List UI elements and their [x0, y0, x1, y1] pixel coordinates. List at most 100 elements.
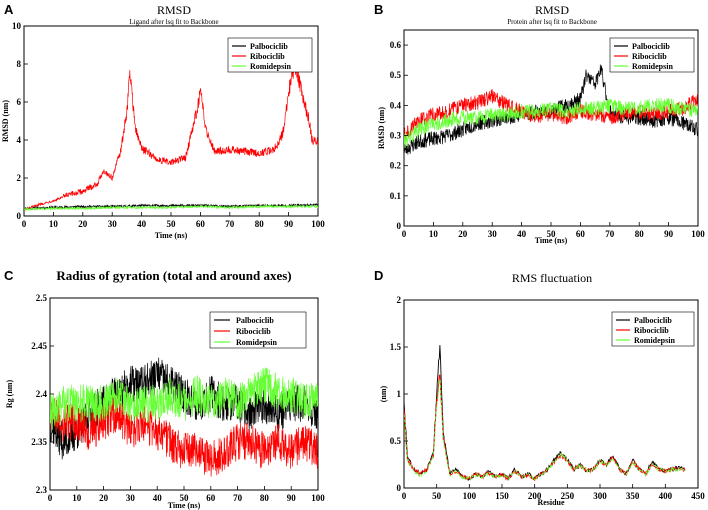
y-tick-label: 0.6 — [390, 40, 402, 50]
y-tick-label: 0 — [17, 211, 22, 221]
x-tick-label: 50 — [547, 229, 557, 239]
x-tick-label: 200 — [528, 491, 542, 501]
panel-a-subtitle: Ligand after lsq fit to Backbone — [129, 18, 218, 26]
series-line-romidepsin — [24, 204, 318, 212]
panel-d-ticks: 0 50 100 150 200 250 300 350 400 450 0 0.5 1 1.5 2 — [390, 295, 706, 501]
y-tick-label: 2.45 — [31, 341, 47, 351]
y-tick-label: 0.5 — [390, 70, 402, 80]
x-tick-label: 0 — [402, 491, 407, 501]
x-tick-label: 90 — [287, 493, 297, 503]
x-tick-label: 10 — [49, 219, 59, 229]
panel-c-plot-area — [50, 357, 318, 477]
x-tick-label: 80 — [635, 229, 645, 239]
x-tick-label: 60 — [206, 493, 216, 503]
y-tick-label: 10 — [12, 21, 22, 31]
x-tick-label: 40 — [517, 229, 527, 239]
x-tick-label: 250 — [561, 491, 575, 501]
x-tick-label: 450 — [691, 491, 705, 501]
y-tick-label: 0.1 — [390, 191, 402, 201]
x-tick-label: 90 — [664, 229, 674, 239]
x-tick-label: 70 — [225, 219, 235, 229]
x-tick-label: 90 — [284, 219, 294, 229]
series-line-romidepsin — [404, 98, 698, 148]
y-tick-label: 1.5 — [390, 342, 402, 352]
x-tick-label: 40 — [153, 493, 163, 503]
panel-b-subtitle: Protein after lsq fit to Backbone — [507, 18, 597, 26]
series-line-romidepsin — [50, 367, 318, 430]
legend-label-romidepsin: Romidepsin — [236, 338, 277, 347]
series-line-ribociclib — [50, 395, 318, 477]
x-tick-label: 100 — [311, 493, 325, 503]
x-tick-label: 100 — [311, 219, 325, 229]
x-tick-label: 60 — [576, 229, 586, 239]
x-tick-label: 20 — [458, 229, 468, 239]
legend-label-romidepsin: Romidepsin — [250, 62, 291, 71]
y-tick-label: 0.4 — [390, 100, 402, 110]
x-tick-label: 60 — [196, 219, 206, 229]
panel-letter-c: C — [4, 268, 14, 283]
panel-b-legend: Palbociclib Ribociclib Romidepsin — [609, 37, 695, 73]
x-tick-label: 100 — [463, 491, 477, 501]
x-tick-label: 50 — [180, 493, 190, 503]
series-line-ribociclib — [24, 56, 318, 212]
panel-a-title: RMSD — [157, 3, 191, 17]
y-tick-label: 2.4 — [36, 389, 48, 399]
y-tick-label: 6 — [17, 97, 22, 107]
y-tick-label: 2.35 — [31, 437, 47, 447]
legend-label-romidepsin: Romidepsin — [634, 336, 675, 345]
panel-a-plot-area — [24, 56, 318, 212]
x-tick-label: 30 — [108, 219, 118, 229]
panel-letter-a: A — [4, 2, 14, 17]
panel-d-legend: Palbociclib Ribociclib Romidepsin — [611, 311, 695, 347]
x-tick-label: 30 — [126, 493, 136, 503]
panel-d-xlabel: Residue — [537, 498, 565, 507]
legend-label-ribociclib: Ribociclib — [634, 326, 669, 335]
x-tick-label: 50 — [167, 219, 177, 229]
x-tick-label: 80 — [260, 493, 270, 503]
x-tick-label: 10 — [72, 493, 82, 503]
x-tick-label: 20 — [99, 493, 109, 503]
series-line-ribociclib — [404, 374, 686, 482]
panel-letter-d: D — [374, 268, 383, 283]
panel-a-ylabel: RMSD (nm) — [1, 100, 10, 142]
panel-d-plot-area — [404, 345, 686, 482]
panel-b: B RMSD Protein after lsq fit to Backbone… — [374, 2, 705, 245]
panel-b-xlabel: Time (ns) — [535, 236, 568, 245]
panel-c-title: Radius of gyration (total and around axe… — [56, 268, 291, 283]
y-tick-label: 0.3 — [390, 131, 402, 141]
legend-label-ribociclib: Ribociclib — [250, 52, 285, 61]
x-tick-label: 20 — [78, 219, 88, 229]
x-tick-label: 300 — [593, 491, 607, 501]
panel-c-ticks: 0 10 20 30 40 50 60 70 80 90 100 2.3 2.35 2.4 2.45 2.5 — [31, 293, 325, 503]
panel-d: D RMS fluctuation 0 50 100 150 200 250 300 350 4… — [374, 268, 705, 507]
x-tick-label: 0 — [22, 219, 27, 229]
legend-label-romidepsin: Romidepsin — [632, 62, 673, 71]
panel-c-legend: Palbociclib Ribociclib Romidepsin — [209, 311, 307, 349]
y-tick-label: 0 — [397, 221, 402, 231]
y-tick-label: 1 — [397, 389, 402, 399]
x-tick-label: 400 — [659, 491, 673, 501]
x-tick-label: 0 — [48, 493, 53, 503]
legend-label-palbociclib: Palbociclib — [634, 316, 672, 325]
panel-d-title: RMS fluctuation — [512, 271, 592, 285]
panel-b-title: RMSD — [535, 3, 569, 17]
panel-b-ticks: 0 10 20 30 40 50 60 70 80 90 100 0 0.1 0.2 0.3 0.4 0.5 0.… — [390, 40, 706, 239]
panel-a: A RMSD Ligand after lsq fit to Backbone … — [1, 2, 325, 240]
x-tick-label: 70 — [233, 493, 243, 503]
y-tick-label: 0 — [397, 483, 402, 493]
y-tick-label: 4 — [17, 135, 22, 145]
panel-b-plot-area — [404, 64, 698, 155]
legend-label-palbociclib: Palbociclib — [632, 42, 670, 51]
series-line-ribociclib — [404, 89, 698, 141]
legend-label-ribociclib: Ribociclib — [236, 327, 271, 336]
panel-c-ylabel: Rg (nm) — [5, 380, 14, 409]
panel-a-xlabel: Time (ns) — [155, 231, 188, 240]
panel-c: C Radius of gyration (total and around a… — [4, 268, 325, 510]
panel-letter-b: B — [374, 2, 383, 17]
x-tick-label: 0 — [402, 229, 407, 239]
series-line-palbociclib — [404, 345, 686, 482]
x-tick-label: 150 — [495, 491, 509, 501]
legend-label-ribociclib: Ribociclib — [632, 52, 667, 61]
y-tick-label: 2 — [17, 173, 22, 183]
